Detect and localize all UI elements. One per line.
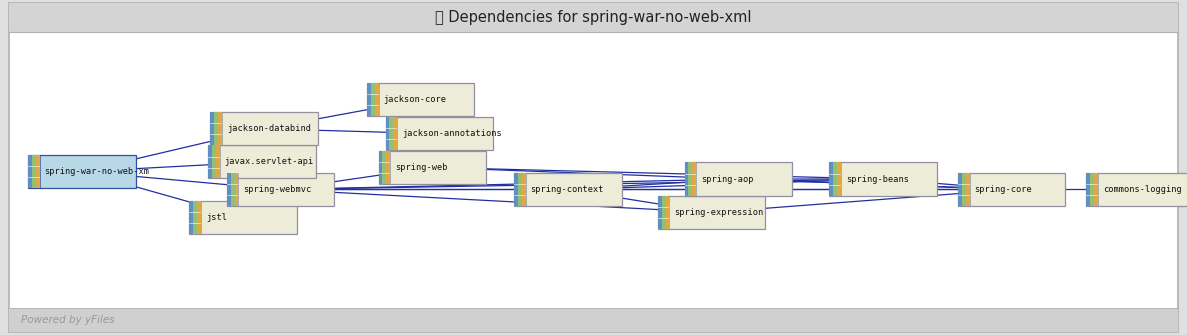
FancyBboxPatch shape [522,173,526,206]
Text: jstl: jstl [205,213,227,222]
FancyBboxPatch shape [958,173,1066,206]
FancyBboxPatch shape [28,155,32,188]
FancyBboxPatch shape [685,162,792,196]
FancyBboxPatch shape [235,173,239,206]
FancyBboxPatch shape [218,112,222,145]
Text: commons-logging: commons-logging [1103,185,1181,194]
Text: spring-war-no-web-xm: spring-war-no-web-xm [45,167,150,176]
FancyBboxPatch shape [685,162,688,196]
Text: spring-web: spring-web [395,163,447,172]
FancyBboxPatch shape [32,155,36,188]
FancyBboxPatch shape [36,155,40,188]
FancyBboxPatch shape [1086,173,1091,206]
FancyBboxPatch shape [367,83,370,116]
FancyBboxPatch shape [230,173,235,206]
FancyBboxPatch shape [375,83,379,116]
FancyBboxPatch shape [227,173,335,206]
FancyBboxPatch shape [1086,173,1187,206]
FancyBboxPatch shape [833,162,837,196]
FancyBboxPatch shape [216,145,220,179]
Text: spring-aop: spring-aop [702,175,754,184]
FancyBboxPatch shape [658,196,766,229]
Text: jackson-core: jackson-core [383,95,446,104]
FancyBboxPatch shape [208,145,316,179]
FancyBboxPatch shape [197,201,201,234]
FancyBboxPatch shape [837,162,842,196]
FancyBboxPatch shape [9,3,1178,32]
FancyBboxPatch shape [210,112,318,145]
FancyBboxPatch shape [190,201,297,234]
FancyBboxPatch shape [382,151,387,184]
FancyBboxPatch shape [1094,173,1098,206]
FancyBboxPatch shape [386,117,389,150]
Text: spring-expression: spring-expression [674,208,763,217]
FancyBboxPatch shape [379,151,382,184]
Text: spring-beans: spring-beans [846,175,909,184]
FancyBboxPatch shape [227,173,230,206]
Text: Powered by yFiles: Powered by yFiles [21,315,115,325]
FancyBboxPatch shape [389,117,393,150]
Text: spring-core: spring-core [975,185,1033,194]
FancyBboxPatch shape [830,162,833,196]
FancyBboxPatch shape [658,196,661,229]
FancyBboxPatch shape [966,173,970,206]
FancyBboxPatch shape [9,3,1178,332]
FancyBboxPatch shape [193,201,197,234]
FancyBboxPatch shape [379,151,485,184]
Text: spring-webmvc: spring-webmvc [243,185,311,194]
FancyBboxPatch shape [190,201,193,234]
Text: jackson-databind: jackson-databind [227,124,311,133]
FancyBboxPatch shape [28,155,135,188]
FancyBboxPatch shape [1091,173,1094,206]
FancyBboxPatch shape [518,173,522,206]
Text: ⧮ Dependencies for spring-war-no-web-xml: ⧮ Dependencies for spring-war-no-web-xml [436,10,751,25]
FancyBboxPatch shape [514,173,518,206]
FancyBboxPatch shape [958,173,961,206]
FancyBboxPatch shape [688,162,692,196]
Text: javax.servlet-api: javax.servlet-api [224,157,313,166]
FancyBboxPatch shape [514,173,622,206]
FancyBboxPatch shape [830,162,937,196]
FancyBboxPatch shape [9,308,1178,332]
FancyBboxPatch shape [393,117,398,150]
FancyBboxPatch shape [212,145,216,179]
FancyBboxPatch shape [367,83,475,116]
FancyBboxPatch shape [692,162,697,196]
FancyBboxPatch shape [961,173,966,206]
FancyBboxPatch shape [215,112,218,145]
FancyBboxPatch shape [208,145,212,179]
Text: spring-context: spring-context [531,185,604,194]
FancyBboxPatch shape [210,112,215,145]
FancyBboxPatch shape [370,83,375,116]
FancyBboxPatch shape [666,196,669,229]
FancyBboxPatch shape [661,196,666,229]
Text: jackson-annotations: jackson-annotations [402,129,502,138]
FancyBboxPatch shape [387,151,391,184]
FancyBboxPatch shape [386,117,493,150]
